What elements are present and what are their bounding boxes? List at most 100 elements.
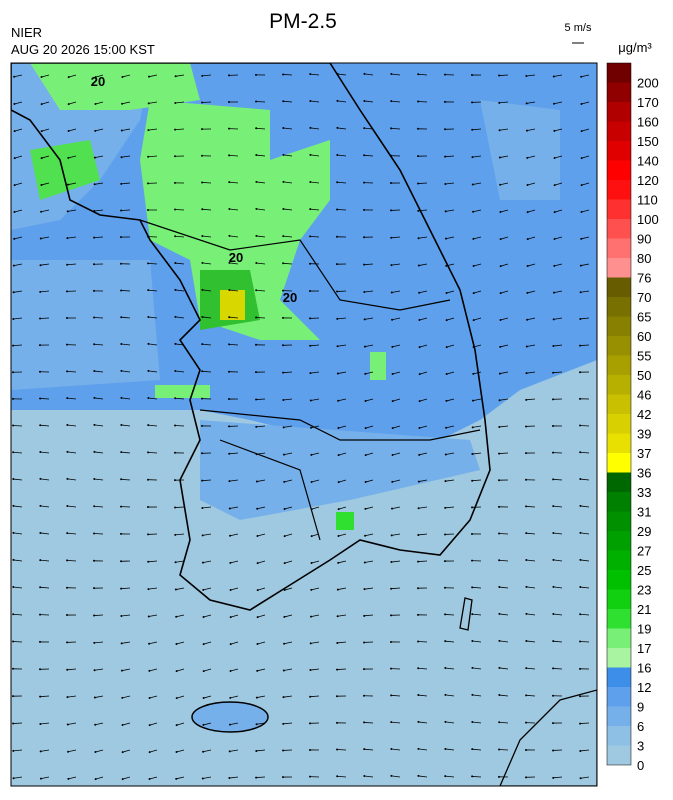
wind-arrow-head <box>14 130 16 132</box>
wind-arrow-head <box>14 157 16 159</box>
wind-arrow-head <box>499 399 501 401</box>
wind-arrow-head <box>12 398 14 400</box>
wind-arrow-head <box>579 613 581 615</box>
colorbar-label: 70 <box>637 290 651 305</box>
wind-arrow-head <box>363 154 365 156</box>
wind-arrow-head <box>418 454 420 456</box>
wind-arrow-head <box>471 721 473 723</box>
wind-arrow-head <box>525 425 527 427</box>
colorbar-label: 65 <box>637 310 651 325</box>
wind-arrow-head <box>499 373 501 375</box>
wind-arrow-head <box>364 561 366 563</box>
wind-arrow-head <box>498 694 500 696</box>
wind-arrow-head <box>282 776 284 778</box>
wind-arrow-head <box>499 129 501 131</box>
wind-arrow-head <box>444 183 446 185</box>
wind-arrow-head <box>66 505 68 507</box>
wind-arrow-head <box>228 128 230 130</box>
wind-arrow-head <box>498 533 500 535</box>
wind-arrow-head <box>255 316 257 318</box>
wind-arrow-head <box>527 238 529 240</box>
wind-arrow-head <box>68 103 70 105</box>
wind-arrow-head <box>526 345 528 347</box>
colorbar-swatch <box>607 707 631 727</box>
wind-arrow <box>256 777 265 778</box>
colorbar-label: 46 <box>637 388 651 403</box>
colorbar-label: 33 <box>637 485 651 500</box>
wind-arrow-head <box>120 397 122 399</box>
wind-arrow-head <box>120 316 122 318</box>
colorbar-swatch <box>607 668 631 688</box>
wind-arrow-head <box>553 130 555 132</box>
wind-arrow-head <box>174 262 176 264</box>
wind-arrow-head <box>390 561 392 563</box>
colorbar-swatch <box>607 590 631 610</box>
wind-arrow-head <box>526 102 528 104</box>
wind-arrow-head <box>499 211 501 213</box>
wind-arrow-head <box>580 76 582 78</box>
wind-arrow-head <box>13 777 15 779</box>
wind-arrow-head <box>147 156 149 158</box>
wind-arrow-head <box>93 397 95 399</box>
wind-arrow-head <box>120 506 122 508</box>
wind-arrow-head <box>552 559 554 561</box>
wind-arrow-head <box>40 778 42 780</box>
wind-arrow-head <box>471 640 473 642</box>
wind-arrow-head <box>175 75 177 77</box>
wind-arrow-head <box>147 236 149 238</box>
wind-arrow-head <box>68 130 70 132</box>
wind-arrow-head <box>309 100 311 102</box>
wind-arrow-head <box>121 697 123 699</box>
wind-arrow-head <box>498 613 500 615</box>
wind-arrow-head <box>39 614 41 616</box>
wind-arrow-head <box>309 749 311 751</box>
wind-arrow-head <box>579 451 581 453</box>
wind-arrow-head <box>579 318 581 320</box>
wind-arrow-head <box>147 209 149 211</box>
wind-arrow-head <box>148 102 150 104</box>
wind-arrow-head <box>417 561 419 563</box>
colorbar-label: 60 <box>637 329 651 344</box>
wind-arrow-head <box>66 614 68 616</box>
wind-arrow-head <box>554 211 556 213</box>
wind-arrow-head <box>93 560 95 562</box>
wind-arrow-head <box>525 722 527 724</box>
wind-arrow <box>13 723 22 724</box>
wind-arrow-head <box>228 74 230 76</box>
wind-arrow-head <box>229 697 231 699</box>
wind-arrow-head <box>337 427 339 429</box>
wind-arrow-head <box>309 345 311 347</box>
wind-arrow-head <box>336 263 338 265</box>
wind-arrow-head <box>202 562 204 564</box>
wind-arrow-head <box>66 451 68 453</box>
wind-arrow-head <box>553 292 555 294</box>
wind-arrow-head <box>174 235 176 237</box>
wind-arrow-head <box>309 235 311 237</box>
wind-arrow-head <box>336 775 338 777</box>
colorbar-swatch <box>607 648 631 668</box>
wind-arrow-head <box>256 481 258 483</box>
wind-arrow-head <box>228 453 230 455</box>
wind-arrow-head <box>579 398 581 400</box>
colorbar-swatch <box>607 375 631 395</box>
wind-arrow-head <box>121 103 123 105</box>
wind-arrow-head <box>255 154 257 156</box>
wind-arrow-head <box>390 209 392 211</box>
wind-arrow-head <box>283 426 285 428</box>
wind-arrow-head <box>228 181 230 183</box>
wind-arrow-head <box>41 103 43 105</box>
wind-arrow-head <box>444 775 446 777</box>
wind-arrow <box>418 183 427 184</box>
wind-arrow-head <box>525 559 527 561</box>
wind-arrow-head <box>472 238 474 240</box>
wind-arrow-head <box>552 478 554 480</box>
wind-arrow-head <box>498 102 500 104</box>
wind-arrow-head <box>95 778 97 780</box>
wind-arrow-head <box>365 454 367 456</box>
wind-arrow-head <box>364 318 366 320</box>
wind-arrow-head <box>147 588 149 590</box>
wind-arrow-head <box>526 292 528 294</box>
wind-arrow-head <box>39 505 41 507</box>
wind-arrow-head <box>552 667 554 669</box>
wind-arrow-head <box>228 316 230 318</box>
